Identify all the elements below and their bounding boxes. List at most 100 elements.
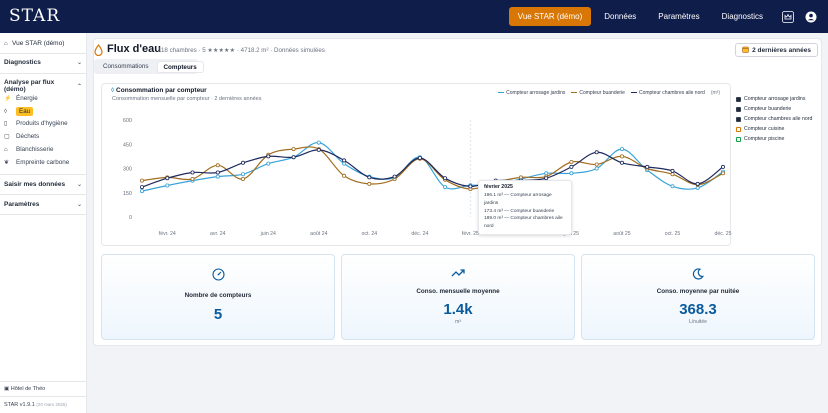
y-tick-label: 300 [123, 167, 132, 173]
x-tick-label: juin 24 [260, 231, 276, 237]
chevron-down-icon: ⌄ [76, 60, 82, 66]
data-point [190, 177, 195, 182]
sidebar-item-dechets[interactable]: ▢ Déchets [4, 133, 39, 140]
data-point [645, 164, 650, 169]
legend-item-arrosage[interactable]: Compteur arrosage jardins [498, 90, 565, 96]
sidebar-item-eau[interactable]: ◊ Eau [4, 107, 34, 116]
divider [0, 194, 86, 195]
data-point [215, 163, 220, 168]
hotel-icon: ▣ [4, 386, 11, 392]
tab-consommations[interactable]: Consommations [103, 63, 149, 70]
sidebar-item-label: Blanchisserie [16, 146, 54, 153]
data-point [620, 154, 625, 159]
chart-card: ◊ Consommation par compteur Consommation… [101, 83, 732, 246]
sidebar: ⌂ Vue STAR (démo) Diagnostics ⌄ Analyse … [0, 33, 87, 413]
stat-card-compteurs: Nombre de compteurs 5 [101, 254, 335, 340]
checkbox-label: Compteur buanderie [744, 106, 792, 112]
tab-compteurs[interactable]: Compteurs [156, 61, 204, 73]
sidebar-section-parametres[interactable]: Paramètres ⌄ [4, 201, 82, 208]
nav-parametres[interactable]: Paramètres [658, 12, 700, 21]
sidebar-item-carbone[interactable]: ❦ Empreinte carbone [4, 159, 69, 166]
data-point [215, 174, 220, 179]
data-point [190, 170, 195, 175]
sidebar-item-blanchisserie[interactable]: ⌂ Blanchisserie [4, 146, 53, 153]
sidebar-item-vue-star[interactable]: ⌂ Vue STAR (démo) [4, 40, 64, 47]
tooltip-title: février 2025 [484, 184, 513, 190]
legend-swatch [498, 92, 505, 94]
crown-icon[interactable] [781, 10, 795, 24]
period-label: 2 dernières années [752, 46, 811, 54]
meter-checkbox-aile-nord[interactable]: Compteur chambres aile nord [736, 114, 812, 124]
sidebar-item-hygiene[interactable]: ▯ Produits d'hygiène [4, 120, 68, 127]
checkbox-label: Compteur piscine [744, 136, 785, 142]
data-point [594, 166, 599, 171]
data-point [721, 164, 726, 169]
checkbox[interactable] [736, 116, 741, 122]
x-tick-label: févr. 25 [462, 231, 479, 237]
meter-checkbox-piscine[interactable]: Compteur piscine [736, 134, 812, 144]
period-selector[interactable]: 2 dernières années [735, 43, 818, 57]
legend-label: Compteur chambres aile nord [638, 90, 705, 96]
line-chart[interactable]: 0 150 300 450 600 févr. 24 avr. 24 juin 24 août … [102, 106, 732, 246]
chart-tooltip: février 2025 196.1 m³ — Compteur arrosag… [478, 180, 572, 235]
nav-vue-star[interactable]: Vue STAR (démo) [508, 7, 592, 26]
hotel-selector[interactable]: ▣ Hôtel de Théo [4, 386, 45, 392]
sidebar-section-saisir[interactable]: Saisir mes données ⌄ [4, 181, 82, 188]
chart-title: ◊ Consommation par compteur [111, 87, 207, 94]
user-icon[interactable] [804, 10, 818, 24]
x-tick-label: oct. 24 [362, 231, 378, 237]
sidebar-item-label: Vue STAR (démo) [12, 40, 65, 47]
meter-checkbox-cuisine[interactable]: Compteur cuisine [736, 124, 812, 134]
stat-label: Conso. moyenne par nuitée [656, 288, 740, 295]
nav-donnees[interactable]: Données [604, 12, 637, 21]
data-point [392, 174, 397, 179]
checkbox-label: Compteur arrosage jardins [744, 96, 806, 102]
version-label: STAR v1.9.1 [4, 402, 35, 408]
data-point [140, 178, 145, 183]
unit-label: (m³) [710, 90, 720, 96]
checkbox[interactable] [736, 136, 741, 142]
legend-item-buanderie[interactable]: Compteur buanderie [571, 90, 625, 96]
checkbox[interactable] [736, 106, 741, 112]
moon-icon [582, 268, 814, 280]
legend-item-aile-nord[interactable]: Compteur chambres aile nord [630, 90, 705, 96]
sidebar-item-label: Énergie [16, 95, 38, 102]
version-info: STAR v1.9.1 (20 mars 2026) [4, 402, 67, 408]
section-label: Analyse par flux (démo) [4, 79, 55, 93]
data-point [620, 147, 625, 152]
chart-subtitle: Consommation mensuelle par compteur · 2 … [112, 96, 262, 102]
data-point [240, 172, 245, 177]
x-tick-label: déc. 24 [411, 231, 428, 237]
data-point [367, 181, 372, 186]
stat-value: 1.4k [443, 301, 473, 318]
meter-checkbox-arrosage[interactable]: Compteur arrosage jardins [736, 94, 812, 104]
chart-title-text: Consommation par compteur [116, 87, 207, 94]
data-point [165, 176, 170, 181]
nav-diagnostics[interactable]: Diagnostics [721, 12, 763, 21]
tooltip-row: 173.4 m³ — Compteur buanderie [484, 208, 555, 214]
chart-legend: Compteur arrosage jardins Compteur buand… [498, 90, 720, 96]
meter-filter-list: Compteur arrosage jardins Compteur buand… [736, 94, 812, 144]
shirt-icon: ⌂ [4, 146, 8, 153]
y-tick-label: 450 [123, 142, 132, 148]
home-icon: ⌂ [4, 40, 8, 47]
app-logo[interactable]: STAR [9, 6, 61, 26]
sidebar-section-analyse[interactable]: Analyse par flux (démo) ⌃ [4, 79, 82, 93]
sidebar-section-diagnostics[interactable]: Diagnostics ⌄ [4, 59, 82, 66]
sidebar-item-energie[interactable]: ⚡ Énergie [4, 95, 38, 102]
legend-label: Compteur arrosage jardins [506, 90, 566, 96]
trash-icon: ▢ [4, 134, 10, 140]
stat-unit: L/nuitée [689, 319, 707, 325]
data-point [695, 185, 700, 190]
data-point [291, 147, 296, 152]
checkbox[interactable] [736, 126, 741, 132]
checkbox[interactable] [736, 96, 741, 102]
x-tick-label: août 24 [310, 231, 327, 237]
series-line-2 [141, 149, 724, 188]
meter-checkbox-buanderie[interactable]: Compteur buanderie [736, 104, 812, 114]
trend-icon [342, 268, 574, 278]
version-date: (20 mars 2026) [36, 402, 67, 407]
series-line-0 [141, 141, 724, 192]
legend-label: Compteur buanderie [579, 90, 625, 96]
data-point [569, 164, 574, 169]
